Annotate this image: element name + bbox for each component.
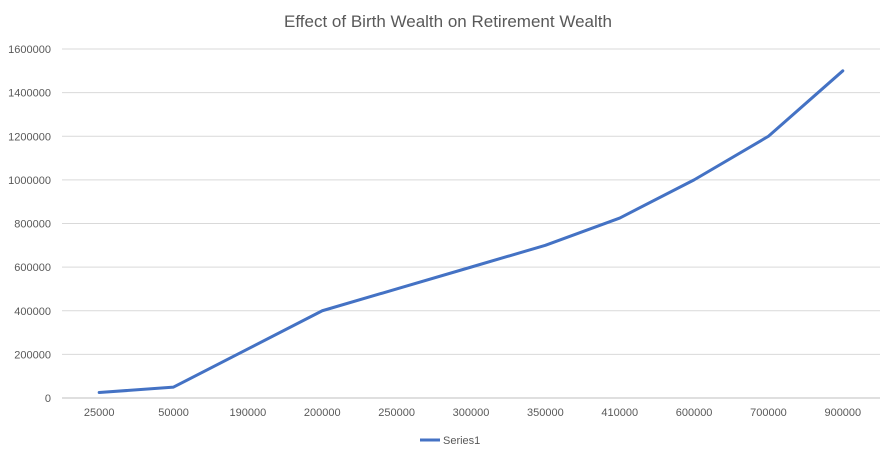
x-tick-label: 200000 [304, 407, 341, 419]
x-tick-label: 50000 [158, 407, 189, 419]
y-tick-label: 1400000 [8, 88, 51, 100]
x-tick-label: 300000 [453, 407, 490, 419]
y-tick-label: 1000000 [8, 175, 51, 187]
y-tick-label: 800000 [14, 219, 51, 231]
y-tick-label: 600000 [14, 262, 51, 274]
y-axis-ticks: 0 200000 400000 600000 800000 1000000 1200000 1… [8, 44, 51, 405]
x-tick-label: 250000 [378, 407, 415, 419]
x-axis-ticks: 25000 50000 190000 200000 250000 300000 350000… [84, 407, 861, 419]
x-tick-label: 410000 [601, 407, 638, 419]
y-tick-label: 1200000 [8, 131, 51, 143]
y-tick-label: 200000 [14, 349, 51, 361]
y-tick-label: 0 [45, 393, 51, 405]
chart-title: Effect of Birth Wealth on Retirement Wea… [284, 12, 612, 31]
y-tick-label: 400000 [14, 306, 51, 318]
x-tick-label: 600000 [676, 407, 713, 419]
legend: Series1 [420, 435, 480, 447]
x-tick-label: 25000 [84, 407, 115, 419]
x-tick-label: 190000 [230, 407, 267, 419]
gridlines [62, 48, 880, 399]
x-tick-label: 350000 [527, 407, 564, 419]
y-tick-label: 1600000 [8, 44, 51, 56]
series-line [97, 69, 845, 395]
series-layer [97, 69, 845, 395]
x-tick-label: 900000 [824, 407, 861, 419]
x-tick-label: 700000 [750, 407, 787, 419]
legend-label: Series1 [443, 435, 480, 447]
